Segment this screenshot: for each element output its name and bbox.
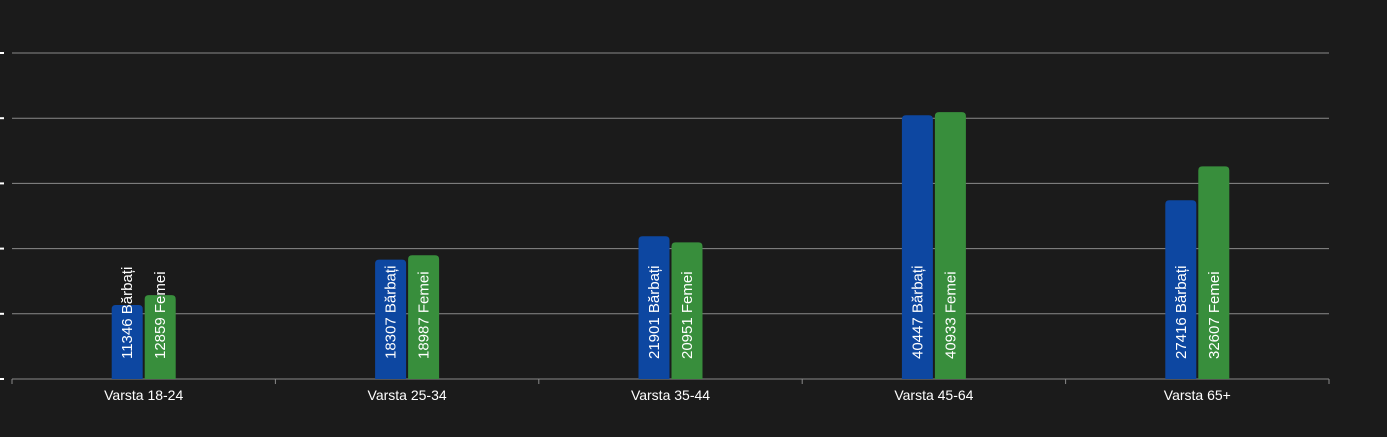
bar-barbati[interactable]	[1165, 200, 1197, 379]
bar-data-label: 40933 Femei	[942, 271, 959, 359]
bar-data-label: 18307 Bărbați	[383, 266, 400, 359]
x-category-label: Varsta 45-64	[894, 387, 973, 403]
bar-data-label: 20951 Femei	[679, 271, 696, 359]
x-category-label: Varsta 65+	[1164, 387, 1231, 403]
bar-barbati[interactable]	[375, 259, 407, 379]
x-category-label: Varsta 35-44	[631, 387, 710, 403]
bar-barbati[interactable]	[901, 115, 933, 380]
bar-data-label: 32607 Femei	[1206, 271, 1223, 359]
x-category-label: Varsta 18-24	[104, 387, 183, 403]
x-category-label: Varsta 25-34	[368, 387, 447, 403]
bar-barbati[interactable]	[638, 236, 670, 379]
bar-femei[interactable]	[671, 242, 703, 379]
bar-femei[interactable]	[408, 255, 440, 379]
bar-femei[interactable]	[1198, 166, 1230, 379]
bar-data-label: 18987 Femei	[416, 271, 433, 359]
bar-data-label: 12859 Femei	[152, 271, 169, 359]
bar-data-label: 27416 Bărbați	[1173, 266, 1190, 359]
bar-data-label: 40447 Bărbați	[909, 266, 926, 359]
bar-data-label: 11346 Bărbați	[119, 267, 136, 359]
bar-barbati[interactable]	[111, 305, 143, 379]
bar-data-label: 21901 Bărbați	[646, 266, 663, 359]
bar-femei[interactable]	[934, 112, 966, 380]
bar-femei[interactable]	[144, 295, 176, 379]
